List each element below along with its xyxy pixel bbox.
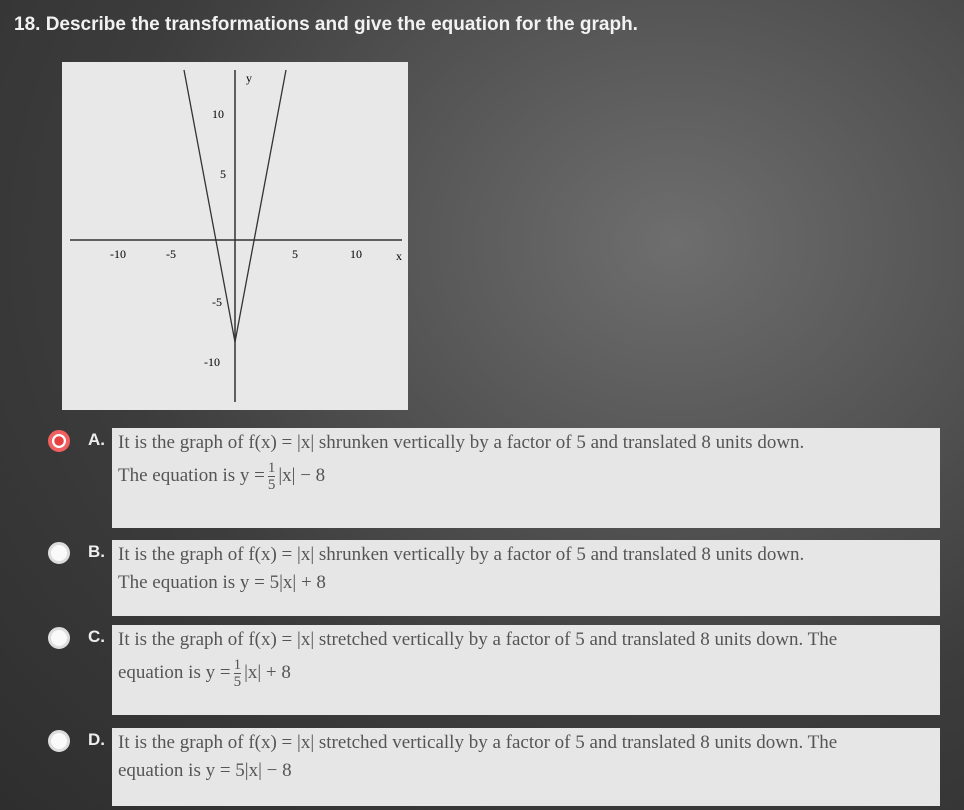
line1: It is the graph of f(x) = |x| stretched … (118, 629, 838, 650)
option-text: It is the graph of f(x) = |x| stretched … (112, 625, 940, 715)
y-axis-label: y (246, 71, 252, 85)
x-tick: 10 (350, 247, 362, 261)
line1: It is the graph of f(x) = |x| shrunken v… (118, 544, 805, 565)
option-letter: B. (88, 542, 105, 561)
question: 18. Describe the transformations and giv… (14, 14, 638, 35)
option[interactable]: B. It is the graph of f(x) = |x| shrunken… (40, 540, 940, 616)
equation-lead: equation is y = 5|x| − 8 (118, 760, 292, 781)
equation-lead: The equation is y = (118, 464, 265, 486)
radio-button[interactable] (48, 430, 70, 452)
option-text: It is the graph of f(x) = |x| shrunken v… (112, 428, 940, 528)
y-tick: 5 (220, 167, 226, 181)
denominator: 5 (233, 674, 242, 690)
line2: equation is y = 1 5 |x| + 8 (118, 657, 934, 690)
y-tick: 10 (212, 107, 224, 121)
radio-button[interactable] (48, 627, 70, 649)
line2: The equation is y = 5|x| + 8 (118, 572, 934, 594)
equation-rest: |x| + 8 (244, 661, 291, 683)
option-text: It is the graph of f(x) = |x| stretched … (112, 728, 940, 806)
y-tick: -5 (212, 295, 222, 309)
numerator: 1 (267, 460, 276, 477)
y-tick: -10 (204, 355, 220, 369)
option[interactable]: C. It is the graph of f(x) = |x| stretche… (40, 625, 940, 715)
x-tick: -10 (110, 247, 126, 261)
option[interactable]: D. It is the graph of f(x) = |x| stretche… (40, 728, 940, 806)
line2: The equation is y = 1 5 |x| − 8 (118, 460, 934, 493)
v-graph (183, 69, 287, 343)
radio-button[interactable] (48, 542, 70, 564)
x-tick: -5 (166, 247, 176, 261)
graph: x y -10 -5 5 10 10 5 -5 -10 (62, 62, 408, 410)
line2: equation is y = 5|x| − 8 (118, 760, 934, 782)
option-letter: D. (88, 730, 105, 749)
radio-button[interactable] (48, 730, 70, 752)
equation-lead: equation is y = (118, 661, 231, 683)
equation-lead: The equation is y = 5|x| + 8 (118, 572, 326, 593)
option[interactable]: A. It is the graph of f(x) = |x| shrunken… (40, 428, 940, 528)
line1: It is the graph of f(x) = |x| shrunken v… (118, 432, 805, 453)
option-text: It is the graph of f(x) = |x| shrunken v… (112, 540, 940, 616)
x-axis-label: x (396, 249, 402, 263)
line1: It is the graph of f(x) = |x| stretched … (118, 732, 838, 753)
option-letter: C. (88, 627, 105, 646)
denominator: 5 (267, 477, 276, 493)
equation-rest: |x| − 8 (278, 464, 326, 486)
x-tick: 5 (292, 247, 298, 261)
numerator: 1 (233, 657, 242, 674)
option-letter: A. (88, 430, 105, 449)
